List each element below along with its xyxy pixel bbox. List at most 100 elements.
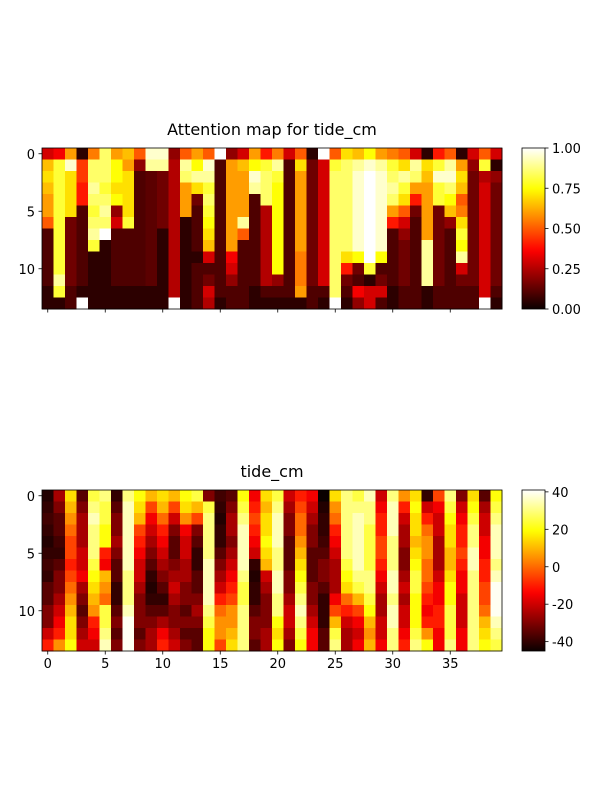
heatmap-cell [65,616,77,629]
heatmap-cell [42,570,54,583]
heatmap-cell [214,159,227,172]
heatmap-cell [76,182,89,195]
heatmap-cell [214,570,227,583]
heatmap-cell [157,263,169,275]
heatmap-cell [387,286,399,298]
heatmap-cell [53,240,66,252]
heatmap-cell [341,148,353,160]
heatmap-cell [364,639,376,652]
heatmap-cell [295,547,307,560]
heatmap-cell [283,182,296,195]
x-tick-label: 25 [327,657,344,672]
heatmap-cell [249,605,261,617]
heatmap-cell [145,501,158,514]
heatmap-cell [88,547,100,560]
heatmap-cell [329,570,342,583]
heatmap-cell [237,182,250,195]
heatmap-cell [145,593,158,606]
heatmap-cell [134,274,146,287]
heatmap-cell [53,228,66,241]
heatmap-cell [352,274,365,287]
heatmap-cell [168,159,181,172]
x-tick-label: 15 [212,657,229,672]
heatmap-cell [387,274,399,287]
heatmap-cell [76,570,89,583]
heatmap-cell [249,524,261,537]
heatmap-cell [65,240,77,252]
heatmap-cell [180,274,192,287]
heatmap-cell [214,490,227,502]
heatmap-cell [99,524,112,537]
heatmap-cell [387,570,399,583]
y-tick-label: 10 [18,263,35,278]
heatmap-cell [145,263,158,275]
heatmap-cell [76,171,89,183]
heatmap-cell [283,194,296,206]
heatmap-cell [88,240,100,252]
heatmap-cell [157,205,169,218]
plot-frame [41,489,503,652]
heatmap-cell [467,559,480,571]
heatmap-cell [249,240,261,252]
heatmap-cell [467,251,480,264]
heatmap-cell [387,547,399,560]
heatmap-cell [122,536,135,548]
heatmap-cell [180,628,192,640]
heatmap-cell [191,513,204,525]
heatmap-cell [134,628,146,640]
heatmap-cell [65,286,77,298]
heatmap-cell [237,240,250,252]
heatmap-cell [260,286,273,298]
heatmap-cell [53,616,66,629]
heatmap-cell [203,501,215,514]
heatmap-cell [226,513,238,525]
heatmap-cell [180,605,192,617]
heatmap-cell [88,559,100,571]
heatmap-cell [99,297,112,310]
heatmap-cell [295,616,307,629]
heatmap-cell [479,501,491,514]
heatmap-cell [191,639,204,652]
heatmap-cell [203,286,215,298]
heatmap-cell [387,628,399,640]
heatmap-cell [421,274,434,287]
heatmap-cell [65,559,77,571]
heatmap-cell [398,228,411,241]
heatmap-cell [226,251,238,264]
heatmap-cell [42,593,54,606]
heatmap-cell [180,263,192,275]
heatmap-cell [295,159,307,172]
heatmap-cell [433,559,445,571]
heatmap-cell [283,639,296,652]
heatmap-cell [226,559,238,571]
heatmap-cell [249,628,261,640]
heatmap-cell [329,616,342,629]
heatmap-cell [444,148,457,160]
heatmap-cell [88,263,100,275]
heatmap-cell [134,639,146,652]
plot-frame [41,147,503,310]
heatmap-cell [180,182,192,195]
heatmap-cell [191,582,204,594]
heatmap-cell [76,286,89,298]
heatmap-cell [42,639,54,652]
x-tick-label: 35 [442,657,459,672]
heatmap-cell [283,159,296,172]
heatmap-cell [306,536,319,548]
heatmap-cell [237,194,250,206]
heatmap-cell [237,570,250,583]
heatmap-cell [375,639,388,652]
heatmap-cell [53,217,66,229]
heatmap-cell [42,490,54,502]
heatmap-cell [111,605,123,617]
heatmap-cell [364,570,376,583]
heatmap-cell [168,605,181,617]
heatmap-cell [237,171,250,183]
heatmap-cell [226,536,238,548]
heatmap-cell [237,251,250,264]
heatmap-cell [421,297,434,310]
heatmap-cell [88,171,100,183]
heatmap-cell [352,228,365,241]
heatmap-cell [99,536,112,548]
heatmap-cell [134,570,146,583]
